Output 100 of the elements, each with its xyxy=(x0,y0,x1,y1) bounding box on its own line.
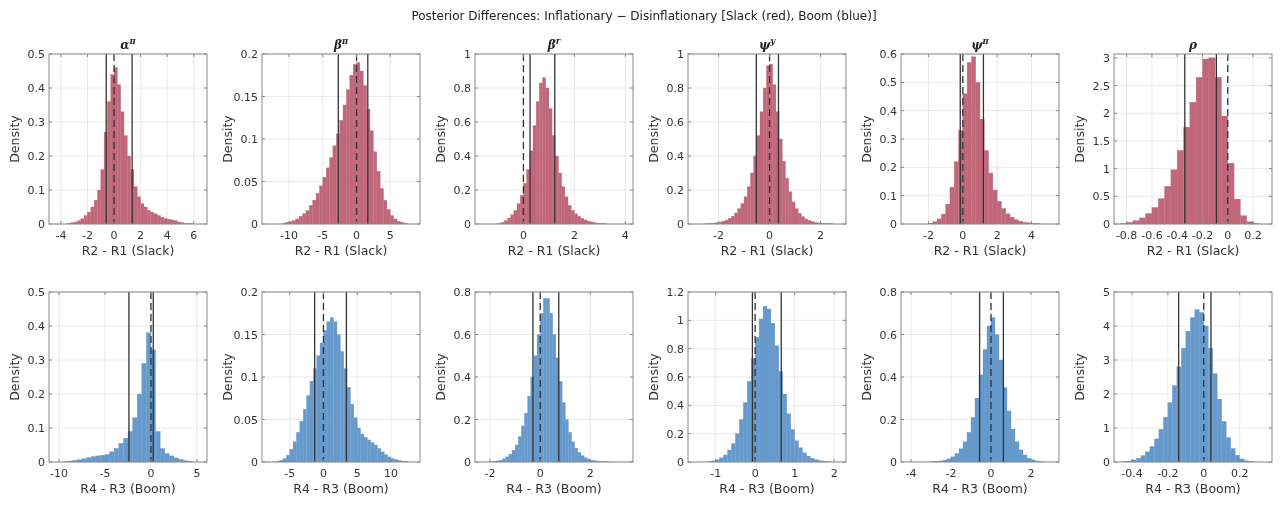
x-tick-label: 0 xyxy=(1200,467,1208,480)
chart-title: ψ$^{π}$ xyxy=(971,36,990,52)
y-tick-label: 4 xyxy=(1103,320,1110,333)
y-tick-label: 0 xyxy=(890,456,897,469)
x-tick-label: -0.6 xyxy=(1141,229,1163,242)
x-axis-title: R4 - R3 (Boom) xyxy=(1145,481,1241,496)
x-tick-label: -5 xyxy=(317,229,329,242)
y-tick-label: 0.2 xyxy=(666,427,684,441)
x-tick-label: 0 xyxy=(1224,229,1232,242)
x-tick-label: 5 xyxy=(353,467,361,480)
x-tick-label: 0 xyxy=(987,467,995,480)
x-axis-title: R2 - R1 (Slack) xyxy=(294,243,388,258)
y-tick-label: 0.3 xyxy=(27,116,45,129)
x-tick-label: -5 xyxy=(284,467,296,480)
y-tick-label: 1.5 xyxy=(1092,134,1110,148)
x-tick-label: -5 xyxy=(99,467,111,480)
x-axis-title: R2 - R1 (Slack) xyxy=(81,243,175,258)
x-tick-label: -0.2 xyxy=(1191,229,1214,242)
y-tick-label: 0.2 xyxy=(453,184,471,197)
y-tick-label: 0.5 xyxy=(879,76,897,90)
y-tick-label: 0.4 xyxy=(879,104,897,118)
y-tick-label: 5 xyxy=(1103,286,1110,299)
y-tick-label: 0.6 xyxy=(666,371,684,384)
y-tick-label: 0.4 xyxy=(453,371,471,384)
y-axis-title: Density xyxy=(220,114,235,163)
x-axis-title: R2 - R1 (Slack) xyxy=(933,243,1027,258)
y-tick-label: 0 xyxy=(1103,456,1110,469)
x-tick-label: 4 xyxy=(163,229,171,242)
y-tick-label: 0.2 xyxy=(240,48,258,61)
x-axis-title: R4 - R3 (Boom) xyxy=(932,481,1028,496)
y-tick-label: 0.1 xyxy=(27,422,45,435)
x-tick-label: -0.2 xyxy=(1157,467,1179,480)
y-tick-label: 0 xyxy=(38,456,45,469)
y-tick-label: 0.3 xyxy=(879,133,897,146)
x-tick-label: -4 xyxy=(55,229,67,242)
y-tick-label: 0.2 xyxy=(240,286,258,299)
y-axis-title: Density xyxy=(646,352,661,401)
y-tick-label: 0.1 xyxy=(240,133,258,146)
text: Posterior Differences: Inflationary − Disinflationary [Slack (red), Boom (blue)] xyxy=(411,9,877,23)
y-tick-label: 0 xyxy=(1103,218,1110,231)
y-tick-label: 0.8 xyxy=(453,286,471,299)
y-tick-label: 0.8 xyxy=(666,82,684,95)
y-tick-label: 0 xyxy=(464,456,471,469)
y-tick-label: 1 xyxy=(677,314,684,328)
y-tick-label: 0.1 xyxy=(879,189,897,203)
x-tick-label: 6 xyxy=(190,229,198,242)
x-tick-label: 2 xyxy=(570,229,578,242)
y-tick-label: 0 xyxy=(38,218,45,231)
chart-title: ψ$^{y}$ xyxy=(758,36,777,52)
x-tick-label: 0 xyxy=(766,229,774,242)
x-tick-label: 0.2 xyxy=(1244,229,1262,242)
x-tick-label: 0.2 xyxy=(1230,467,1249,480)
x-tick-label: -2 xyxy=(82,229,93,242)
x-tick-label: -0.4 xyxy=(1121,467,1143,480)
x-tick-label: -10 xyxy=(50,467,69,480)
y-axis-title: Density xyxy=(1072,114,1087,163)
x-tick-label: -0.4 xyxy=(1166,229,1188,242)
x-tick-label: 0 xyxy=(519,229,527,242)
y-tick-label: 0.1 xyxy=(27,184,45,197)
x-tick-label: -0.8 xyxy=(1115,229,1138,242)
y-tick-label: 0.1 xyxy=(240,371,258,384)
y-tick-label: 2 xyxy=(1103,388,1110,401)
chart-title: β$^{r}$ xyxy=(546,36,561,52)
y-tick-label: 1 xyxy=(1103,162,1110,176)
y-axis-title: Density xyxy=(1072,352,1087,401)
x-tick-label: 5 xyxy=(386,229,394,242)
x-axis-title: R2 - R1 (Slack) xyxy=(1146,243,1240,258)
y-tick-label: 3 xyxy=(1103,354,1110,367)
y-tick-label: 1 xyxy=(677,48,684,61)
y-tick-label: 0 xyxy=(251,456,258,469)
y-tick-label: 0.4 xyxy=(453,150,471,163)
x-tick-label: 0 xyxy=(751,467,759,480)
x-tick-label: 1 xyxy=(791,467,799,480)
x-tick-label: -2 xyxy=(713,229,725,242)
y-tick-label: 1 xyxy=(1103,422,1110,435)
y-axis-title: Density xyxy=(220,352,235,401)
y-tick-label: 0.6 xyxy=(666,116,684,129)
x-tick-label: 0 xyxy=(353,229,361,242)
y-tick-label: 0.4 xyxy=(27,320,45,333)
y-tick-label: 3 xyxy=(1103,51,1110,65)
x-tick-label: -10 xyxy=(280,229,298,242)
y-tick-label: 0.4 xyxy=(879,371,897,384)
x-tick-label: 10 xyxy=(383,467,398,480)
y-tick-label: 0.3 xyxy=(27,354,45,367)
y-tick-label: 2.5 xyxy=(1092,79,1110,93)
x-tick-label: 0 xyxy=(959,229,967,242)
y-tick-label: 0 xyxy=(251,218,258,231)
y-tick-label: 0.2 xyxy=(879,413,897,427)
y-tick-label: 0.5 xyxy=(27,286,45,299)
x-tick-label: -1 xyxy=(710,467,722,480)
x-tick-label: 2 xyxy=(137,229,145,242)
x-tick-label: 2 xyxy=(993,229,1001,242)
x-axis-title: R4 - R3 (Boom) xyxy=(719,481,815,496)
chart-title: β$^{π}$ xyxy=(332,36,349,52)
x-tick-label: 0 xyxy=(319,467,327,480)
x-tick-label: 0 xyxy=(110,229,118,242)
y-tick-label: 0.2 xyxy=(27,150,45,163)
y-tick-label: 0.8 xyxy=(453,82,471,95)
x-tick-label: 0 xyxy=(536,467,544,480)
x-axis-title: R2 - R1 (Slack) xyxy=(507,243,601,258)
